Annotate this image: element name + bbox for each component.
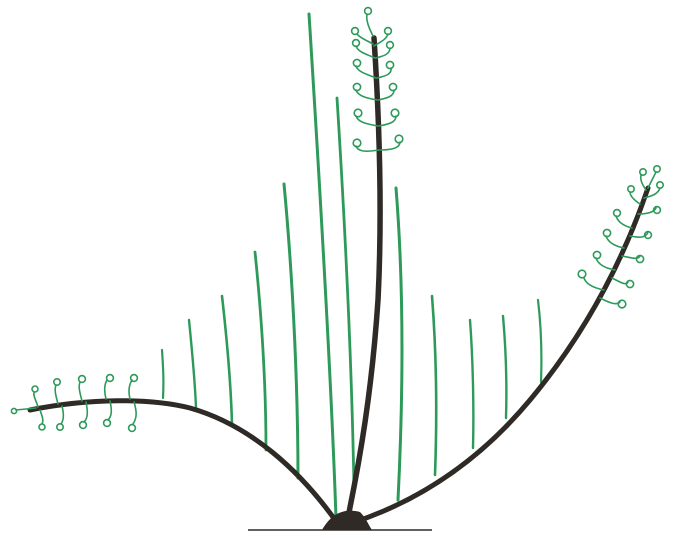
tendril-coil: [33, 391, 39, 408]
tendril-coil: [378, 115, 397, 127]
tendrils-top: [350, 6, 404, 152]
right-arm: [352, 185, 651, 525]
shoot: [220, 294, 234, 427]
tendril-coil: [373, 33, 389, 47]
tendril-tip: [353, 108, 363, 118]
tendril-coil: [611, 277, 629, 285]
tendril-coil: [647, 171, 657, 189]
tendril-coil: [379, 141, 401, 151]
central-leader: [344, 35, 383, 525]
tendril-tip: [612, 208, 622, 218]
tendril-tip: [38, 423, 46, 431]
tendril-tip: [617, 299, 627, 309]
tendril-tip: [385, 40, 395, 50]
tendril-coil: [54, 384, 59, 405]
tendril-coil: [60, 405, 65, 425]
shoot: [394, 186, 404, 502]
tendril-stem: [15, 407, 37, 411]
tendril-tip: [643, 230, 653, 240]
shoot: [501, 314, 508, 420]
tendril-tip: [390, 108, 400, 118]
tendril-tip: [10, 407, 18, 415]
tendril-coil: [356, 33, 374, 45]
tendril-tip: [626, 185, 635, 194]
trunk-and-arms: [27, 35, 651, 530]
tendril-tip: [394, 134, 404, 144]
tendril-tip: [102, 418, 112, 428]
tendril-coil: [583, 277, 605, 291]
shoot: [307, 12, 338, 520]
shoot: [187, 318, 198, 410]
tendril-coil: [78, 381, 83, 402]
tendril-tip: [350, 26, 360, 36]
tendril-coil: [83, 401, 89, 423]
tendril-coil: [615, 215, 633, 229]
tendril-tip: [352, 82, 362, 92]
tendril-tip: [602, 228, 612, 238]
shoot: [160, 348, 165, 400]
tendril-coil: [128, 379, 133, 400]
tendril-tip: [78, 420, 88, 430]
tendril-coil: [375, 47, 391, 59]
tendril-tip: [77, 374, 87, 384]
tendril-tip: [363, 6, 373, 16]
tendril-coil: [639, 174, 647, 191]
tendril-tip: [105, 373, 115, 383]
tendril-coil: [365, 13, 374, 37]
tendril-coil: [103, 379, 108, 400]
tendril-coil: [605, 235, 625, 249]
tendril-coil: [132, 401, 137, 425]
tendril-tip: [352, 58, 362, 68]
shoot: [468, 318, 475, 450]
tendril-tip: [52, 377, 61, 386]
tendril-tip: [652, 205, 662, 215]
tendril-coil: [377, 89, 395, 101]
tendril-coil: [107, 400, 113, 421]
tendril-tip: [351, 38, 361, 48]
shoot: [335, 96, 356, 490]
tendril-tip: [129, 373, 139, 383]
tendrils-right: [577, 165, 664, 309]
tendril-coil: [376, 67, 392, 79]
tendril-tip: [638, 168, 647, 177]
tendril-tip: [55, 422, 64, 431]
tendril-coil: [599, 297, 621, 305]
tendrils-left: [10, 373, 139, 433]
left-arm: [27, 398, 341, 527]
tendril-tip: [635, 254, 645, 264]
shoot: [282, 182, 300, 480]
tendril-tip: [625, 279, 635, 289]
tendril-coil: [355, 65, 377, 79]
upright-shoots: [160, 12, 543, 520]
tendril-tip: [385, 60, 395, 70]
tendril-coil: [629, 231, 649, 238]
tendril-tip: [652, 165, 661, 174]
tendril-coil: [629, 191, 641, 205]
tendril-coil: [355, 115, 379, 127]
tendril-coil: [637, 207, 657, 215]
tendril-coil: [355, 45, 376, 59]
tendril-coil: [621, 255, 641, 260]
tendril-coil: [355, 89, 378, 101]
tendril-tip: [388, 82, 398, 92]
tendril-coil: [595, 257, 616, 271]
tendril-tip: [352, 138, 362, 148]
tendril-coil: [39, 409, 44, 425]
tendril-tip: [655, 181, 664, 190]
shoot: [430, 294, 438, 477]
tendril-tip: [127, 423, 137, 433]
shoot: [536, 298, 543, 384]
tendril-tip: [31, 385, 39, 393]
tendril-tip: [383, 26, 393, 36]
tendril-tip: [592, 250, 602, 260]
tendril-coil: [643, 187, 661, 199]
shoot: [253, 250, 268, 452]
tendril-tip: [577, 269, 587, 279]
